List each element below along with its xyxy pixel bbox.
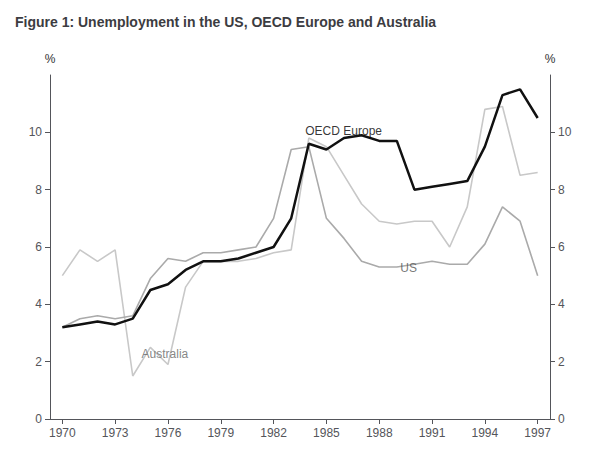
svg-text:4: 4: [35, 297, 42, 311]
svg-text:8: 8: [35, 183, 42, 197]
svg-text:%: %: [45, 52, 56, 66]
svg-text:US: US: [400, 261, 417, 275]
svg-text:1997: 1997: [524, 426, 551, 440]
svg-text:1994: 1994: [472, 426, 499, 440]
svg-text:1973: 1973: [102, 426, 129, 440]
svg-text:Figure 1: Unemployment in the: Figure 1: Unemployment in the US, OECD E…: [15, 14, 436, 30]
svg-text:1985: 1985: [313, 426, 340, 440]
svg-text:0: 0: [558, 412, 565, 426]
svg-text:2: 2: [35, 355, 42, 369]
svg-text:4: 4: [558, 297, 565, 311]
svg-text:10: 10: [558, 125, 572, 139]
svg-text:Australia: Australia: [142, 347, 189, 361]
svg-text:8: 8: [558, 183, 565, 197]
svg-text:OECD Europe: OECD Europe: [305, 124, 382, 138]
svg-text:1979: 1979: [207, 426, 234, 440]
svg-text:1970: 1970: [49, 426, 76, 440]
svg-text:0: 0: [35, 412, 42, 426]
svg-text:%: %: [545, 52, 556, 66]
svg-text:1988: 1988: [366, 426, 393, 440]
svg-text:6: 6: [558, 240, 565, 254]
svg-text:1976: 1976: [155, 426, 182, 440]
svg-text:1982: 1982: [260, 426, 287, 440]
svg-text:1991: 1991: [419, 426, 446, 440]
svg-text:6: 6: [35, 240, 42, 254]
svg-text:10: 10: [29, 125, 43, 139]
svg-text:2: 2: [558, 355, 565, 369]
